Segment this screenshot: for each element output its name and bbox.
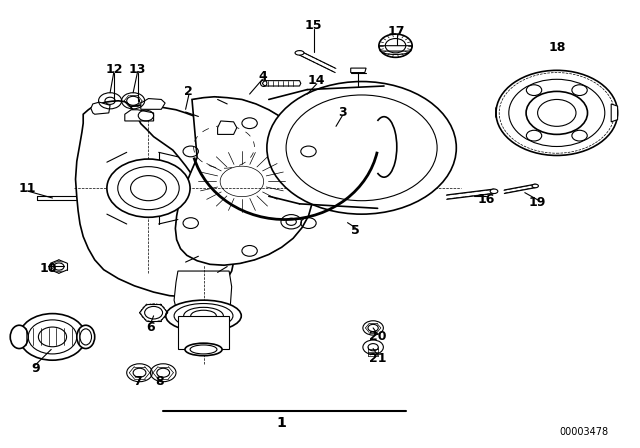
- Text: 18: 18: [548, 40, 566, 54]
- Ellipse shape: [10, 325, 28, 349]
- Text: 13: 13: [129, 63, 147, 76]
- Text: 2: 2: [184, 85, 193, 99]
- Text: 19: 19: [529, 196, 547, 209]
- Ellipse shape: [185, 343, 222, 356]
- Polygon shape: [175, 97, 314, 265]
- Polygon shape: [91, 102, 110, 114]
- Text: 3: 3: [338, 105, 347, 119]
- Circle shape: [107, 159, 190, 217]
- Text: 9: 9: [31, 362, 40, 375]
- Ellipse shape: [77, 325, 95, 349]
- Polygon shape: [262, 81, 301, 86]
- Polygon shape: [141, 99, 165, 109]
- Text: 11: 11: [18, 181, 36, 195]
- Polygon shape: [351, 68, 366, 73]
- Circle shape: [19, 314, 86, 360]
- Polygon shape: [178, 316, 229, 349]
- Text: 00003478: 00003478: [559, 427, 608, 437]
- Text: 1: 1: [277, 416, 286, 431]
- Polygon shape: [83, 105, 230, 231]
- Polygon shape: [218, 121, 237, 134]
- Text: 14: 14: [308, 74, 326, 87]
- Text: 7: 7: [133, 375, 142, 388]
- Ellipse shape: [166, 300, 241, 332]
- Ellipse shape: [532, 184, 538, 188]
- Polygon shape: [611, 104, 618, 122]
- Text: 16: 16: [477, 193, 495, 206]
- Polygon shape: [19, 328, 86, 345]
- Text: 17: 17: [388, 25, 406, 38]
- Polygon shape: [125, 110, 154, 121]
- Polygon shape: [174, 271, 232, 316]
- Text: 15: 15: [305, 19, 323, 33]
- Text: 12: 12: [105, 63, 123, 76]
- Circle shape: [267, 82, 456, 214]
- Text: 21: 21: [369, 352, 387, 365]
- Text: 10: 10: [39, 262, 57, 276]
- Ellipse shape: [295, 51, 304, 55]
- Text: 1: 1: [276, 416, 287, 431]
- Text: 4: 4: [258, 69, 267, 83]
- Ellipse shape: [490, 189, 498, 194]
- Text: 8: 8: [156, 375, 164, 388]
- Polygon shape: [76, 101, 234, 297]
- Text: 5: 5: [351, 224, 360, 237]
- Text: 20: 20: [369, 330, 387, 344]
- Text: 6: 6: [146, 320, 155, 334]
- Polygon shape: [379, 46, 412, 51]
